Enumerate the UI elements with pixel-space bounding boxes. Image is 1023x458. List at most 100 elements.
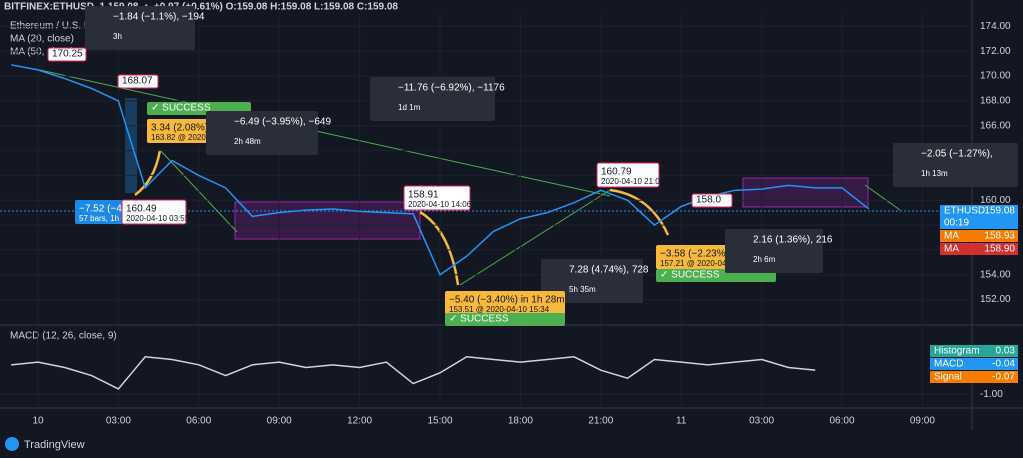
annotation-box bbox=[445, 313, 565, 326]
price-tag-name: MA bbox=[944, 231, 959, 242]
y-tick-label: 172.00 bbox=[980, 46, 1011, 57]
trend-line bbox=[459, 189, 611, 286]
x-tick-label: 03:00 bbox=[106, 416, 131, 427]
y-tick-label: -1.00 bbox=[980, 389, 1003, 400]
y-tick-label: 152.00 bbox=[980, 294, 1011, 305]
annotation-text: 3h bbox=[113, 32, 122, 41]
indicator-value: -0.04 bbox=[992, 359, 1015, 370]
annotation-text: −2.05 (−1.27%), bbox=[921, 149, 993, 160]
annotation-box bbox=[893, 143, 1018, 187]
annotation-text: 170.25 bbox=[52, 49, 83, 60]
price-tag-name: ETHUSD bbox=[944, 206, 985, 217]
annotation-text: −7.52 (−4 bbox=[79, 204, 122, 215]
footer: TradingView bbox=[24, 439, 85, 451]
x-tick-label: 06:00 bbox=[829, 416, 854, 427]
annotation-box bbox=[596, 162, 660, 188]
y-tick-label: 154.00 bbox=[980, 269, 1011, 280]
annotation-text: 1d 1m bbox=[398, 103, 421, 112]
indicator-tag bbox=[930, 345, 1018, 357]
y-tick-label: 170.00 bbox=[980, 71, 1011, 82]
annotation-box bbox=[725, 229, 823, 273]
annotation-text: 3.34 (2.08%) bbox=[151, 123, 208, 134]
price-tag-value: 158.93 bbox=[984, 231, 1015, 242]
trend-line bbox=[864, 184, 901, 211]
x-tick-label: 03:00 bbox=[749, 416, 774, 427]
series-line bbox=[11, 64, 870, 276]
x-tick-label: 06:00 bbox=[186, 416, 211, 427]
price-tag bbox=[940, 205, 1018, 217]
x-tick-label: 09:00 bbox=[910, 416, 935, 427]
annotation-text: 160.79 bbox=[601, 167, 632, 178]
logo bbox=[5, 437, 19, 451]
annotation-text: 157.21 @ 2020-04-10 23:22 bbox=[660, 259, 761, 268]
indicator-value: 0.03 bbox=[996, 346, 1016, 357]
price-tag bbox=[940, 230, 1018, 242]
legend-entry: MA (50, close) bbox=[10, 47, 74, 58]
annotation-text: 160.49 bbox=[126, 204, 157, 215]
move-arrow bbox=[134, 149, 162, 196]
annotation-text: 5h 35m bbox=[569, 285, 596, 294]
y-tick-label: 160.00 bbox=[980, 195, 1011, 206]
annotation-box bbox=[541, 259, 643, 303]
indicator-tag bbox=[930, 358, 1018, 370]
indicator-name: MACD bbox=[934, 359, 963, 370]
annotation-box bbox=[121, 199, 187, 225]
x-tick-label: 09:00 bbox=[267, 416, 292, 427]
range-box bbox=[234, 201, 421, 240]
annotation-text: 168.07 bbox=[122, 76, 153, 87]
indicator-name: Histogram bbox=[934, 346, 980, 357]
price-tag bbox=[940, 243, 1018, 255]
x-tick-label: 15:00 bbox=[427, 416, 452, 427]
annotation-box bbox=[445, 291, 565, 315]
annotation-text: ✓ SUCCESS bbox=[449, 314, 509, 325]
annotation-text: 2020-04-10 21:05 bbox=[601, 177, 665, 186]
annotation-box bbox=[691, 193, 733, 208]
y-tick-label: 174.00 bbox=[980, 21, 1011, 32]
annotation-text: 2020-04-10 03:55 bbox=[126, 214, 190, 223]
annotation-box bbox=[117, 74, 159, 89]
price-tag bbox=[940, 217, 1018, 229]
macd-title: MACD (12, 26, close, 9) bbox=[10, 331, 117, 342]
annotation-text: 7.28 (4.74%), 728 bbox=[569, 265, 649, 276]
x-tick-label: 11 bbox=[676, 416, 687, 427]
x-tick-label: 12:00 bbox=[347, 416, 372, 427]
x-tick-label: 18:00 bbox=[508, 416, 533, 427]
annotation-text: 153.51 @ 2020-04-10 15:34 bbox=[449, 305, 550, 314]
annotation-text: 163.82 @ 2020-0 bbox=[151, 133, 213, 142]
annotation-box bbox=[147, 119, 207, 143]
header: BITFINEX:ETHUSD, 1 159.08 ▲ +0.97 (+0.61… bbox=[4, 2, 398, 13]
price-tag-value: 159.08 bbox=[984, 206, 1015, 217]
annotation-text: −5.40 (−3.40%) in 1h 28m bbox=[449, 295, 565, 306]
annotation-text: 2020-04-10 14:06 bbox=[408, 200, 472, 209]
annotation-text: 158.91 bbox=[408, 190, 439, 201]
annotation-text: ✓ SUCCESS bbox=[151, 103, 211, 114]
annotation-text: 2.16 (1.36%), 216 bbox=[753, 235, 833, 246]
price-tag-name: 00:19 bbox=[944, 218, 969, 229]
annotation-box bbox=[85, 6, 195, 50]
annotation-box bbox=[47, 47, 87, 62]
series-line bbox=[11, 356, 816, 390]
y-tick-label: 166.00 bbox=[980, 120, 1011, 131]
annotation-text: −11.76 (−6.92%), −1176 bbox=[398, 83, 505, 94]
annotation-text: 57 bars, 1h bbox=[79, 214, 119, 223]
x-tick-label: 21:00 bbox=[588, 416, 613, 427]
annotation-text: 2h 6m bbox=[753, 255, 776, 264]
indicator-tag bbox=[930, 371, 1018, 383]
annotation-text: 1h 13m bbox=[921, 169, 948, 178]
annotation-text: −6.49 (−3.95%), −649 bbox=[234, 117, 331, 128]
measure-range bbox=[125, 98, 137, 193]
price-tag-value: 158.90 bbox=[984, 244, 1015, 255]
annotation-text: 2h 48m bbox=[234, 137, 261, 146]
x-tick-label: 10 bbox=[32, 416, 44, 427]
annotation-text: 158.0 bbox=[696, 195, 721, 206]
indicator-name: Signal bbox=[934, 372, 962, 383]
annotation-box bbox=[370, 77, 495, 121]
annotation-box bbox=[206, 111, 318, 155]
price-tag-name: MA bbox=[944, 244, 959, 255]
legend-entry: MA (20, close) bbox=[10, 34, 74, 45]
move-arrow bbox=[609, 188, 670, 236]
y-tick-label: 168.00 bbox=[980, 96, 1011, 107]
